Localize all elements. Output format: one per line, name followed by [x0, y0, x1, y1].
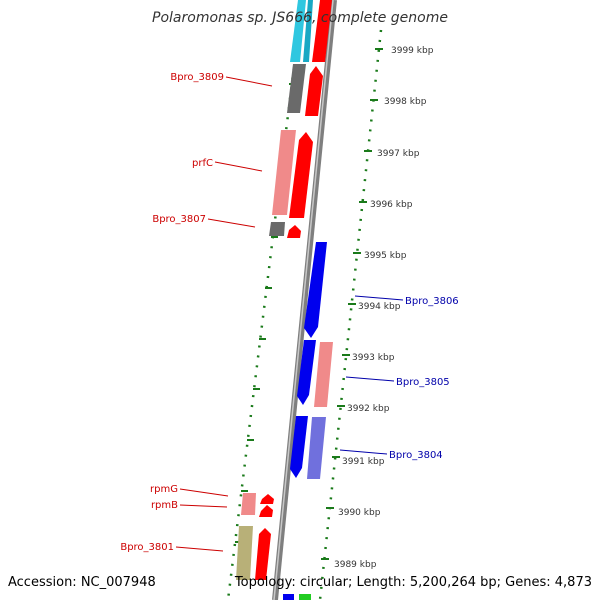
- gene-rpmb-red[interactable]: [259, 505, 273, 517]
- gene-bpro-3806-blue[interactable]: [304, 242, 327, 338]
- gene-label-bpro-3806[interactable]: Bpro_3806: [405, 296, 459, 307]
- reverse-genes: [283, 242, 333, 600]
- gene-label-bpro-3804[interactable]: Bpro_3804: [389, 450, 443, 461]
- kbp-labels: 3999 kbp 3998 kbp 3997 kbp 3996 kbp 3995…: [334, 46, 434, 570]
- gene-label-rpmg[interactable]: rpmG: [150, 484, 178, 495]
- gene-bpro-3801-khaki[interactable]: [236, 526, 253, 580]
- accession-text: Accession: NC_007948: [8, 575, 156, 590]
- genome-backbone: [272, 0, 337, 600]
- gene-cyan[interactable]: [290, 0, 306, 62]
- gene-label-bpro-3805[interactable]: Bpro_3805: [396, 377, 450, 388]
- kbp-label: 3990 kbp: [338, 508, 381, 518]
- kbp-label: 3991 kbp: [342, 457, 385, 467]
- gene-label-prfc[interactable]: prfC: [192, 158, 213, 169]
- kbp-label: 3994 kbp: [358, 302, 401, 312]
- kbp-label: 3998 kbp: [384, 97, 427, 107]
- kbp-label: 3989 kbp: [334, 560, 377, 570]
- kbp-label: 3996 kbp: [370, 200, 413, 210]
- kbp-label: 3993 kbp: [352, 353, 395, 363]
- genome-stats-text: Topology: circular; Length: 5,200,264 bp…: [234, 575, 592, 590]
- outer-tick-marks: [321, 48, 383, 560]
- kbp-label: 3995 kbp: [364, 251, 407, 261]
- gene-bpro-3804-purple[interactable]: [307, 417, 326, 479]
- kbp-label: 3992 kbp: [347, 404, 390, 414]
- gene-bpro-3809-grey[interactable]: [287, 64, 306, 113]
- gene-bpro-3805-blue[interactable]: [297, 340, 316, 405]
- gene-bottom-blue[interactable]: [283, 594, 294, 600]
- gene-bottom-green[interactable]: [299, 594, 311, 600]
- gene-label-bpro-3809[interactable]: Bpro_3809: [170, 72, 224, 83]
- gene-label-rpmb[interactable]: rpmB: [151, 500, 178, 511]
- kbp-label: 3997 kbp: [377, 149, 420, 159]
- gene-red-3809[interactable]: [305, 66, 323, 116]
- gene-label-bpro-3801[interactable]: Bpro_3801: [120, 542, 174, 553]
- gene-cyan-b[interactable]: [303, 0, 313, 62]
- kbp-label: 3999 kbp: [391, 46, 434, 56]
- gene-prfc-pink[interactable]: [272, 130, 296, 215]
- gene-bpro-3807-grey[interactable]: [269, 222, 285, 236]
- forward-genes: [236, 0, 332, 580]
- map-title: Polaromonas sp. JS666, complete genome: [152, 10, 448, 26]
- gene-red-top[interactable]: [312, 0, 332, 62]
- gene-bpro-3805-pink[interactable]: [314, 342, 333, 407]
- gene-red-3801[interactable]: [255, 528, 271, 580]
- gene-rpmg-red[interactable]: [260, 494, 274, 504]
- gene-label-bpro-3807[interactable]: Bpro_3807: [152, 214, 206, 225]
- gene-red-prfc[interactable]: [289, 132, 313, 218]
- genome-backbone-highlight: [273, 0, 334, 600]
- gene-bpro-3804-blue[interactable]: [290, 416, 308, 478]
- reverse-gene-labels: Bpro_3806 Bpro_3805 Bpro_3804: [339, 295, 459, 461]
- forward-gene-labels: Bpro_3809 prfC Bpro_3807 rpmG rpmB Bpro_…: [120, 72, 273, 553]
- gene-red-3807[interactable]: [287, 225, 301, 238]
- gene-rpmg-pink[interactable]: [241, 493, 256, 515]
